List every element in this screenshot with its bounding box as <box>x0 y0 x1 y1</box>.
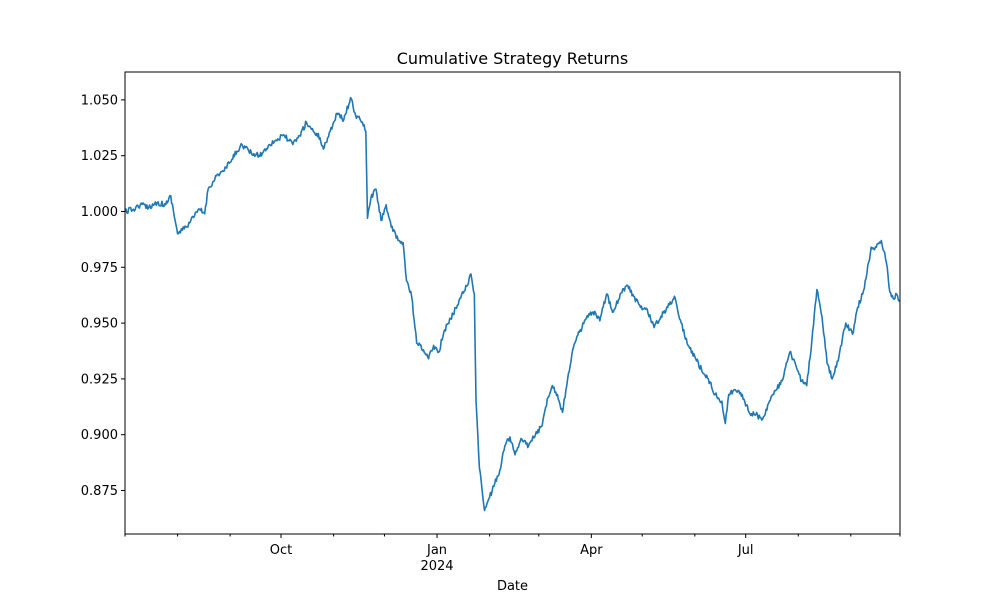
chart-title: Cumulative Strategy Returns <box>397 49 628 68</box>
y-tick-label: 1.000 <box>81 205 118 220</box>
x-tick-label: Jan <box>426 543 447 558</box>
y-tick-label: 0.875 <box>81 484 118 499</box>
x-tick-label: Apr <box>580 543 603 558</box>
x-tick-label: Oct <box>270 543 292 558</box>
x-tick-label: Jul <box>737 543 754 558</box>
series-layer <box>124 96 901 512</box>
y-axis: 0.875 0.900 0.925 0.950 0.975 1.000 1.025 1.050 <box>81 93 125 499</box>
x-tick-sublabel: 2024 <box>420 559 453 574</box>
y-tick-label: 0.975 <box>81 261 118 276</box>
y-tick-label: 0.950 <box>81 317 118 332</box>
x-axis-label: Date <box>497 579 528 594</box>
y-tick-label: 0.925 <box>81 372 118 387</box>
y-tick-label: 1.025 <box>81 149 118 164</box>
y-tick-label: 0.900 <box>81 428 118 443</box>
series-line <box>124 96 901 512</box>
plot-frame <box>124 71 901 535</box>
y-tick-label: 1.050 <box>81 93 118 108</box>
